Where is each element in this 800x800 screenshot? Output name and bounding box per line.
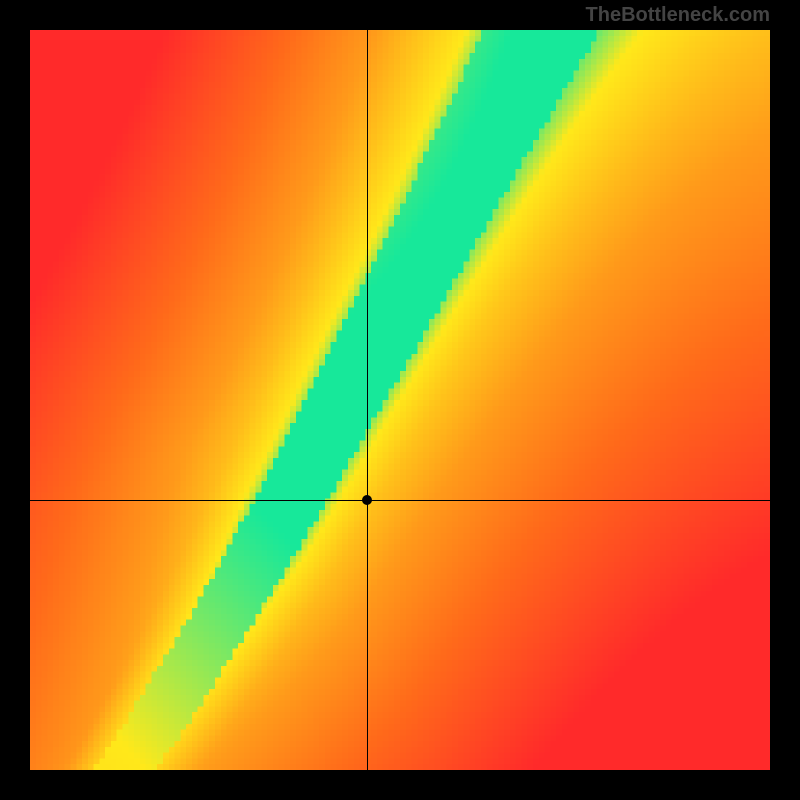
crosshair-horizontal bbox=[30, 500, 770, 501]
watermark-text: TheBottleneck.com bbox=[586, 4, 770, 27]
crosshair-marker bbox=[362, 495, 372, 505]
crosshair-vertical bbox=[367, 30, 368, 770]
heatmap-chart bbox=[30, 30, 770, 770]
heatmap-canvas bbox=[30, 30, 770, 770]
